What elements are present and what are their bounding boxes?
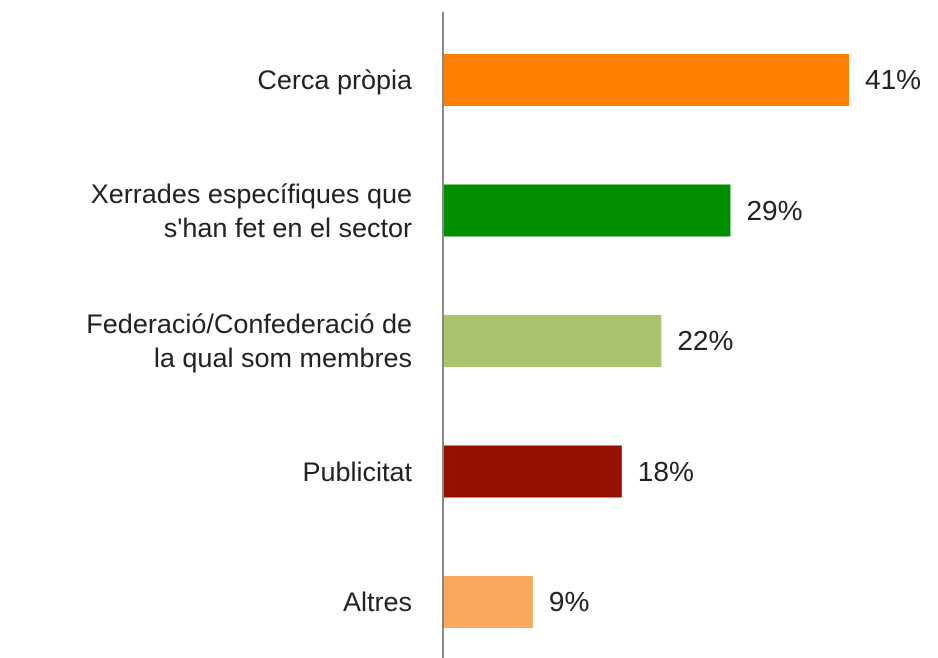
bar <box>444 54 849 106</box>
value-label: 29% <box>746 194 803 226</box>
value-label: 9% <box>548 586 590 617</box>
category-label: Xerrades específiques que s'han fet en e… <box>90 178 412 243</box>
category-label: Federació/Confederació de la qual som me… <box>86 309 412 373</box>
bar <box>444 576 533 628</box>
bar <box>444 315 662 367</box>
bar <box>444 445 622 498</box>
bar <box>444 184 731 237</box>
value-label: 18% <box>637 455 694 487</box>
category-label: Altres <box>342 587 412 617</box>
category-label: Cerca pròpia <box>257 65 412 95</box>
value-label: 41% <box>865 64 922 95</box>
value-label: 22% <box>677 325 734 356</box>
category-label: Publicitat <box>302 456 412 487</box>
